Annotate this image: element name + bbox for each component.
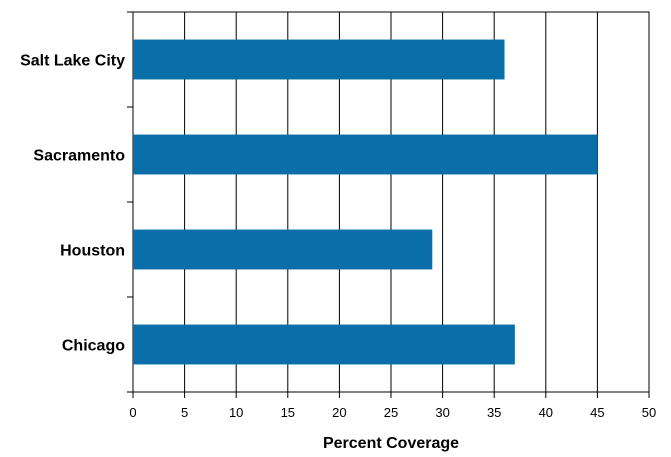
x-tick-label: 40: [539, 405, 553, 420]
x-tick-label: 30: [435, 405, 449, 420]
x-tick-label: 20: [332, 405, 346, 420]
x-tick-label: 5: [181, 405, 188, 420]
category-label: Salt Lake City: [20, 53, 125, 70]
x-tick-label: 45: [590, 405, 604, 420]
category-label: Houston: [60, 243, 125, 260]
category-label: Chicago: [62, 338, 125, 355]
x-tick-label: 50: [642, 405, 656, 420]
x-axis-ticks: 0 5 10 15 20 25 30 35 40 45 50: [129, 392, 656, 420]
category-label: Sacramento: [33, 148, 125, 165]
x-axis-title: Percent Coverage: [323, 435, 459, 452]
bar-sacramento: [133, 134, 598, 175]
category-labels: Salt Lake City Sacramento Houston Chicago: [20, 11, 133, 393]
x-tick-label: 25: [384, 405, 398, 420]
x-tick-label: 35: [487, 405, 501, 420]
bars: [133, 39, 598, 365]
bar-chicago: [133, 324, 515, 365]
bar-houston: [133, 229, 433, 270]
x-tick-label: 0: [129, 405, 136, 420]
x-tick-label: 15: [281, 405, 295, 420]
bar-salt-lake-city: [133, 39, 505, 80]
x-tick-label: 10: [229, 405, 243, 420]
